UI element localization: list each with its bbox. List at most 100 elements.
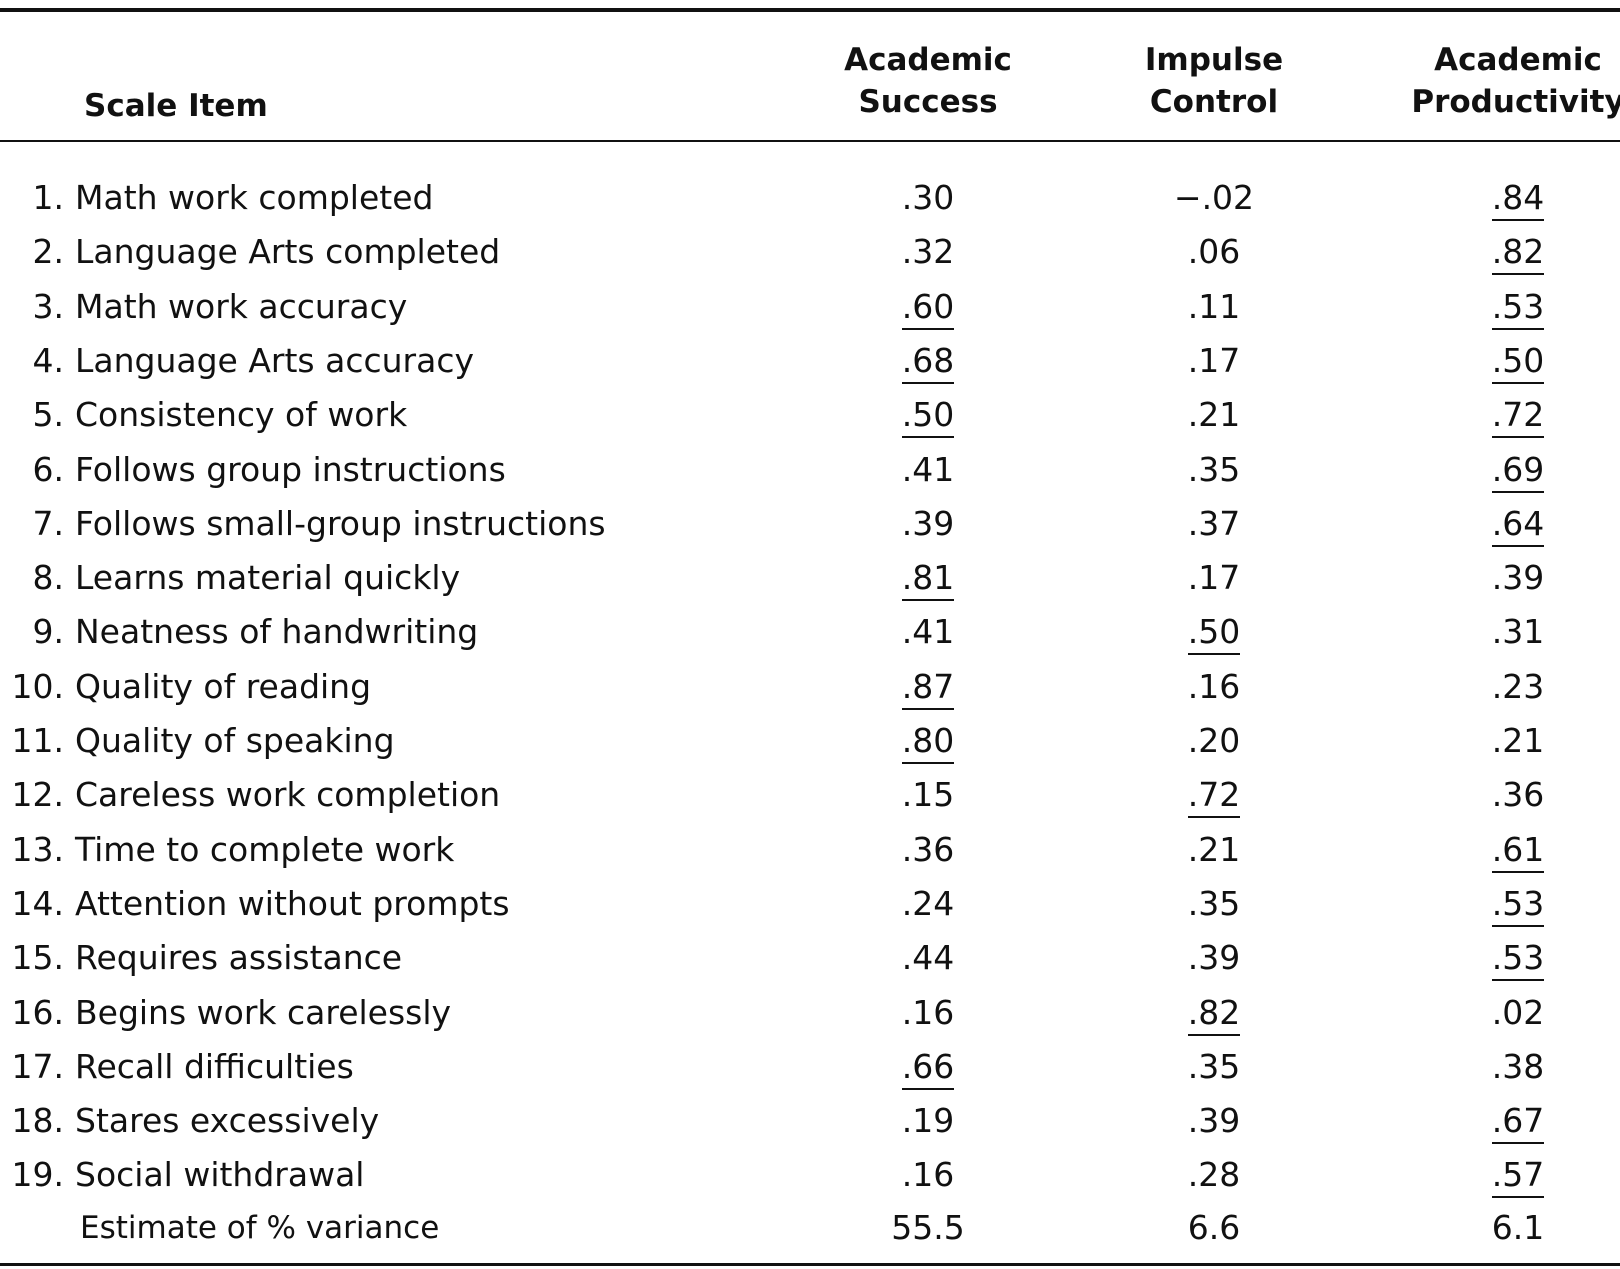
row-item: Math work accuracy bbox=[75, 286, 408, 326]
value: −.02 bbox=[1173, 178, 1255, 217]
value: .06 bbox=[1187, 232, 1241, 272]
value: .11 bbox=[1187, 286, 1241, 326]
row-number: 9. bbox=[32, 612, 65, 652]
value: .57 bbox=[1491, 1155, 1545, 1199]
value: .81 bbox=[901, 558, 955, 602]
column-header: Academic bbox=[844, 42, 1012, 78]
row-item: Requires assistance bbox=[75, 938, 403, 978]
value: .60 bbox=[901, 286, 955, 330]
value: .39 bbox=[1491, 558, 1545, 598]
value: .53 bbox=[1491, 286, 1545, 330]
row-item: Quality of speaking bbox=[75, 721, 395, 760]
row-number: 16. bbox=[11, 992, 64, 1032]
value-cell: .28 bbox=[1084, 1155, 1344, 1195]
value-cell: 6.6 bbox=[1084, 1208, 1344, 1248]
value-cell: .36 bbox=[1388, 775, 1620, 815]
value: .39 bbox=[901, 503, 955, 543]
column-header: Academic bbox=[1434, 42, 1602, 78]
row-item: Language Arts completed bbox=[75, 232, 501, 272]
value-cell: .32 bbox=[798, 232, 1058, 272]
value-cell: .41 bbox=[798, 612, 1058, 652]
row-item: Begins work carelessly bbox=[75, 992, 452, 1032]
row-number: 14. bbox=[11, 883, 64, 923]
row-number: 12. bbox=[11, 775, 64, 815]
value-cell: .19 bbox=[798, 1101, 1058, 1141]
value: .84 bbox=[1491, 178, 1545, 221]
row-number: 18. bbox=[11, 1101, 64, 1141]
row-number: 5. bbox=[32, 395, 65, 435]
value: .35 bbox=[1187, 449, 1241, 489]
row-number: 3. bbox=[32, 286, 65, 326]
value-cell: .72 bbox=[1084, 775, 1344, 819]
row-number: 19. bbox=[11, 1155, 64, 1195]
row-item: Language Arts accuracy bbox=[75, 340, 474, 380]
value: .80 bbox=[901, 721, 955, 764]
value-cell: .39 bbox=[1388, 558, 1620, 598]
value-cell: .23 bbox=[1388, 667, 1620, 707]
value-cell: 6.1 bbox=[1388, 1208, 1620, 1248]
value: .32 bbox=[901, 232, 955, 272]
value: .64 bbox=[1491, 503, 1545, 547]
value: .24 bbox=[901, 883, 955, 923]
value-cell: .30 bbox=[798, 178, 1058, 218]
value: .53 bbox=[1491, 938, 1545, 982]
column-header: Productivity bbox=[1411, 84, 1620, 120]
value-cell: 55.5 bbox=[798, 1208, 1058, 1248]
value-cell: .41 bbox=[798, 450, 1058, 490]
value: .02 bbox=[1491, 992, 1545, 1032]
value: .82 bbox=[1187, 992, 1241, 1036]
value-cell: .53 bbox=[1388, 938, 1620, 982]
value: .50 bbox=[1491, 340, 1545, 384]
value-cell: .60 bbox=[798, 286, 1058, 330]
value: 6.1 bbox=[1491, 1207, 1545, 1247]
value-cell: .24 bbox=[798, 884, 1058, 924]
row-item: Time to complete work bbox=[75, 829, 455, 869]
value-cell: .39 bbox=[798, 504, 1058, 544]
value: .36 bbox=[901, 829, 955, 869]
value: .17 bbox=[1187, 340, 1241, 380]
value: .87 bbox=[901, 666, 955, 710]
value-cell: .72 bbox=[1388, 395, 1620, 439]
value-cell: .36 bbox=[798, 830, 1058, 870]
value-cell: .68 bbox=[798, 340, 1058, 384]
row-item: Careless work completion bbox=[75, 775, 501, 815]
value: .19 bbox=[901, 1101, 955, 1141]
value-cell: .15 bbox=[798, 775, 1058, 815]
value-cell: .67 bbox=[1388, 1101, 1620, 1145]
value: .16 bbox=[1187, 666, 1241, 706]
value: .30 bbox=[901, 178, 955, 217]
row-item: Social withdrawal bbox=[75, 1155, 365, 1195]
value-cell: .81 bbox=[798, 558, 1058, 602]
value: .37 bbox=[1187, 503, 1241, 543]
row-number: 1. bbox=[32, 178, 65, 217]
value-cell: .16 bbox=[1084, 667, 1344, 707]
value: .66 bbox=[901, 1046, 955, 1090]
value: .28 bbox=[1187, 1155, 1241, 1195]
value-cell: .21 bbox=[1084, 395, 1344, 435]
value-cell: .61 bbox=[1388, 829, 1620, 873]
value-cell: .37 bbox=[1084, 504, 1344, 544]
value: 6.6 bbox=[1187, 1207, 1241, 1247]
value-cell: .35 bbox=[1084, 450, 1344, 490]
value: .69 bbox=[1491, 449, 1545, 493]
value: .36 bbox=[1491, 775, 1545, 815]
value: .23 bbox=[1491, 666, 1545, 706]
header-item: Scale Item bbox=[84, 88, 268, 124]
value: .21 bbox=[1187, 395, 1241, 435]
value: .15 bbox=[901, 775, 955, 815]
header-rule bbox=[0, 140, 1620, 142]
value-cell: .87 bbox=[798, 666, 1058, 710]
value: .16 bbox=[901, 1155, 955, 1195]
value: .21 bbox=[1187, 829, 1241, 869]
value-cell: .21 bbox=[1388, 721, 1620, 761]
value-cell: .20 bbox=[1084, 721, 1344, 761]
value: .20 bbox=[1187, 721, 1241, 760]
value-cell: .38 bbox=[1388, 1047, 1620, 1087]
value-cell: .84 bbox=[1388, 178, 1620, 221]
value-cell: .21 bbox=[1084, 830, 1344, 870]
row-number: 8. bbox=[32, 558, 65, 598]
value-cell: .02 bbox=[1388, 993, 1620, 1033]
row-number: 10. bbox=[11, 666, 64, 706]
value: .67 bbox=[1491, 1101, 1545, 1145]
